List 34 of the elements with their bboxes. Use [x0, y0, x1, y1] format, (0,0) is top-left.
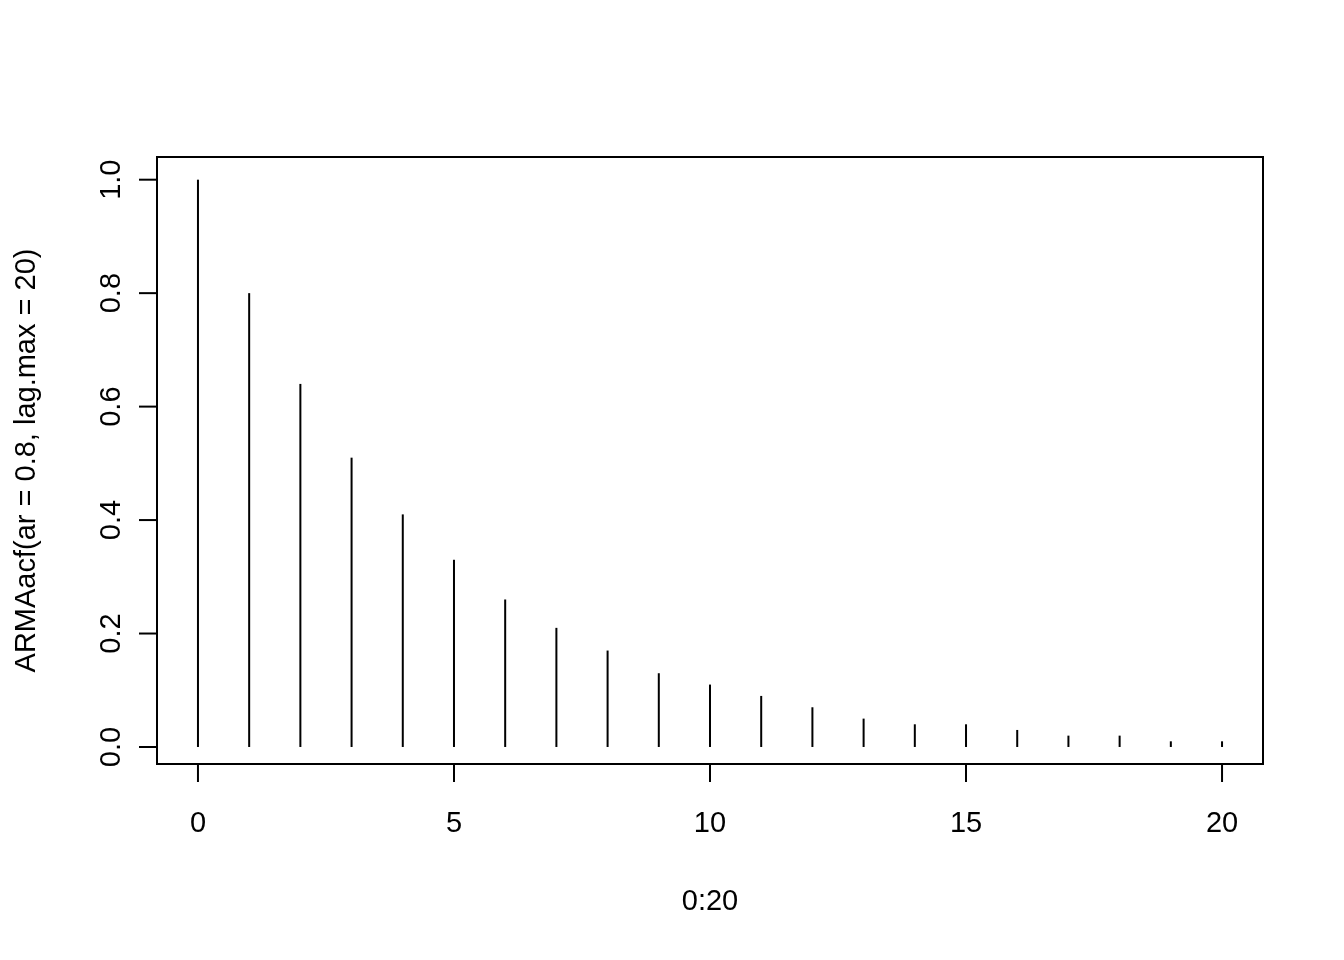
bar: [1221, 741, 1224, 747]
bar: [709, 684, 711, 747]
x-tick-label: 10: [693, 806, 727, 838]
y-tick-label: 0.8: [94, 272, 126, 314]
bar: [504, 599, 507, 747]
x-tick-label: 15: [949, 806, 983, 838]
bar: [1169, 741, 1172, 747]
bar: [196, 179, 199, 747]
x-tick-label: 0: [189, 806, 207, 838]
bar: [555, 627, 558, 747]
bar: [248, 293, 251, 747]
y-tick-label: 0.6: [94, 386, 126, 427]
bar: [606, 650, 609, 747]
bar: [965, 724, 968, 747]
y-tick-label: 1.0: [94, 159, 126, 200]
y-tick-label: 0.4: [94, 499, 126, 541]
bar: [299, 383, 302, 747]
bar: [913, 724, 916, 747]
bar: [862, 718, 865, 747]
bar: [760, 695, 763, 747]
y-axis-title: ARMAacf(ar = 0.8, lag.max = 20): [9, 248, 41, 673]
bar: [350, 457, 353, 747]
bar: [1118, 735, 1121, 747]
bar: [1067, 735, 1070, 747]
y-tick-label: 0.2: [94, 613, 126, 654]
y-tick-label: 0.0: [94, 726, 126, 768]
bar: [401, 514, 404, 747]
x-tick-label: 5: [445, 806, 463, 838]
bar: [1016, 729, 1019, 747]
x-axis-title: 0:20: [681, 884, 739, 916]
bar: [811, 707, 814, 747]
bar: [657, 673, 660, 747]
bar: [452, 559, 455, 747]
x-tick-label: 20: [1205, 806, 1239, 838]
